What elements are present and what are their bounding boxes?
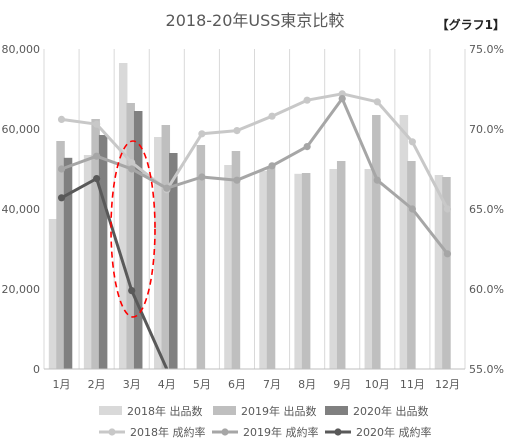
y-right-tick-label: 70.0% bbox=[469, 123, 504, 136]
x-tick-label: 11月 bbox=[400, 378, 425, 391]
bar bbox=[259, 171, 268, 369]
legend-label: 2018年 出品数 bbox=[127, 404, 203, 418]
line-point bbox=[268, 112, 276, 120]
legend-label: 2019年 出品数 bbox=[241, 404, 317, 418]
bar bbox=[329, 169, 338, 369]
grid bbox=[43, 49, 466, 369]
x-tick-label: 9月 bbox=[333, 378, 351, 391]
legend-swatch bbox=[213, 406, 236, 415]
bar bbox=[154, 137, 163, 369]
legend-marker bbox=[334, 428, 342, 436]
x-tick-label: 1月 bbox=[53, 378, 71, 391]
legend-swatch bbox=[325, 406, 348, 415]
legend-label: 2020年 出品数 bbox=[353, 404, 429, 418]
bar bbox=[442, 177, 451, 369]
bar bbox=[196, 145, 206, 369]
line-point bbox=[93, 175, 101, 183]
bar bbox=[56, 141, 65, 369]
line-point bbox=[198, 130, 206, 138]
line-point bbox=[57, 165, 66, 173]
highlight-ellipse bbox=[110, 140, 156, 318]
bar bbox=[364, 169, 374, 369]
x-tick-label: 5月 bbox=[193, 378, 211, 391]
bar bbox=[336, 161, 346, 369]
bar bbox=[118, 63, 128, 369]
y-right-tick-label: 65.0% bbox=[469, 203, 504, 216]
bar bbox=[224, 165, 233, 369]
line-point bbox=[408, 205, 416, 213]
line-point bbox=[128, 287, 136, 295]
y-left-tick-label: 80,000 bbox=[2, 43, 41, 56]
series-line bbox=[61, 92, 449, 210]
line-point bbox=[408, 138, 416, 146]
bar bbox=[91, 119, 100, 369]
line-point bbox=[303, 143, 311, 151]
line-point bbox=[373, 176, 381, 184]
bar bbox=[83, 155, 93, 369]
bar bbox=[161, 125, 171, 369]
bar bbox=[399, 115, 409, 369]
line-point bbox=[93, 152, 101, 160]
y-right-tick-label: 75.0% bbox=[469, 43, 504, 56]
line-layer bbox=[57, 90, 452, 370]
bar bbox=[133, 111, 143, 369]
legend: 2018年 出品数 2019年 出品数 2020年 出品数 2018年 成約率 2019… bbox=[99, 404, 432, 439]
bar bbox=[372, 115, 381, 369]
line-point bbox=[268, 162, 276, 170]
chart-title: 2018-20年USS東京比較 bbox=[166, 11, 345, 30]
legend-label: 2019年 成約率 bbox=[243, 425, 319, 439]
y-right-tick-label: 60.0% bbox=[469, 283, 504, 296]
line-point bbox=[57, 115, 66, 123]
bar bbox=[169, 153, 178, 369]
line-point bbox=[57, 194, 66, 202]
series-line bbox=[60, 177, 169, 370]
axes: 0 20,000 40,000 60,000 80,000 55.0% 60.0% 65.0%… bbox=[2, 43, 504, 391]
x-tick-label: 3月 bbox=[123, 378, 141, 391]
line-point bbox=[233, 176, 241, 184]
x-tick-label: 4月 bbox=[158, 378, 176, 391]
line-point bbox=[373, 98, 381, 106]
x-tick-label: 2月 bbox=[88, 378, 106, 391]
bar bbox=[231, 151, 241, 369]
y-left-tick-label: 40,000 bbox=[2, 203, 41, 216]
bar bbox=[294, 173, 303, 369]
y-left-tick-label: 0 bbox=[33, 363, 40, 376]
bar bbox=[266, 167, 276, 369]
bar bbox=[98, 135, 108, 369]
x-tick-label: 6月 bbox=[228, 378, 246, 391]
legend-marker bbox=[221, 428, 229, 436]
chart-tag: 【グラフ1】 bbox=[437, 17, 505, 32]
bar bbox=[48, 219, 58, 369]
y-left-tick-label: 60,000 bbox=[2, 123, 41, 136]
legend-label: 2018年 成約率 bbox=[130, 425, 206, 439]
line-point bbox=[338, 95, 346, 103]
bar bbox=[301, 173, 311, 369]
bar bbox=[126, 103, 135, 369]
line-point bbox=[443, 250, 452, 258]
line-point bbox=[443, 205, 452, 213]
x-tick-label: 12月 bbox=[435, 378, 460, 391]
line-point bbox=[128, 159, 136, 167]
x-tick-label: 10月 bbox=[365, 378, 390, 391]
line-point bbox=[198, 173, 206, 181]
line-point bbox=[163, 184, 171, 192]
bar bbox=[63, 157, 73, 369]
legend-label: 2020年 成約率 bbox=[356, 425, 432, 439]
x-tick-label: 7月 bbox=[263, 378, 281, 391]
line-point bbox=[128, 165, 136, 173]
bar bbox=[434, 175, 444, 369]
x-tick-label: 8月 bbox=[298, 378, 316, 391]
y-left-tick-label: 20,000 bbox=[2, 283, 41, 296]
line-point bbox=[93, 120, 101, 128]
line-point bbox=[233, 127, 241, 135]
series-line bbox=[61, 97, 449, 255]
bar bbox=[407, 161, 416, 369]
bar-layer bbox=[48, 63, 451, 369]
line-point bbox=[303, 96, 311, 104]
y-right-tick-label: 55.0% bbox=[469, 363, 504, 376]
legend-marker bbox=[108, 428, 116, 436]
legend-swatch bbox=[99, 406, 122, 415]
